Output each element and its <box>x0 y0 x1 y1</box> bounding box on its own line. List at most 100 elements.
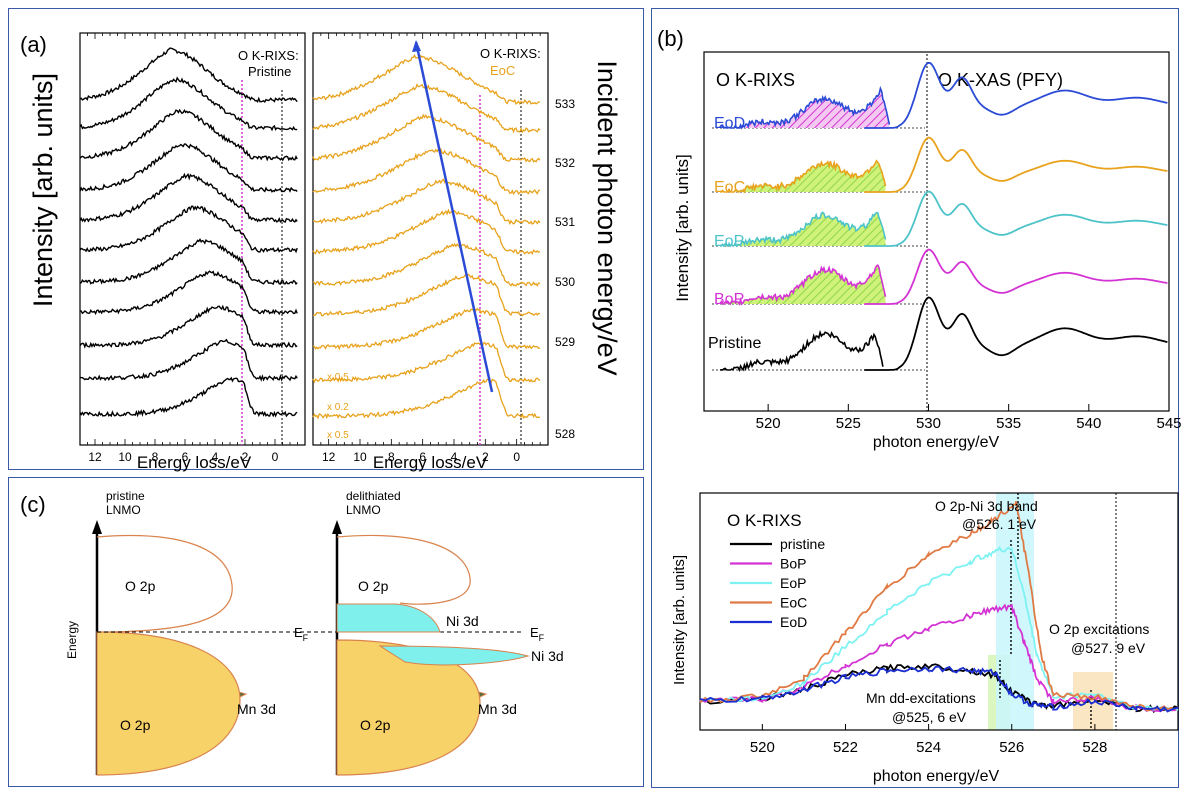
x-tick-label: 520 <box>750 739 775 756</box>
pristine-rixs-curve <box>79 338 298 382</box>
panel-b-frame <box>651 8 1179 788</box>
eoc-title-line1: O K-RIXS: <box>480 46 541 61</box>
legend-label: BoP <box>780 556 806 572</box>
x-tick-label: 520 <box>756 415 781 432</box>
x-tick-label: 6 <box>182 450 189 464</box>
ni3d-empty-band <box>336 603 441 633</box>
difference-fill <box>720 88 890 128</box>
scale-note-3: x 0.5 <box>327 430 349 441</box>
dispersion-arrowhead <box>412 40 421 52</box>
x-tick-label: 0 <box>513 450 520 464</box>
exc-annot-line1: O 2p excitations <box>1049 621 1149 637</box>
rixs-curve-eoc <box>719 159 887 194</box>
xas-curve-bop <box>864 248 1168 305</box>
band-annot-line2: @526. 1 eV <box>962 516 1037 532</box>
x-tick-label: 4 <box>451 450 458 464</box>
panel-a: (a) Intensity [arb. units] Incident phot… <box>20 32 622 472</box>
eoc-rixs-curve <box>312 273 540 317</box>
panel-c-label: (c) <box>20 492 46 517</box>
eoc-rixs-curve <box>312 341 541 384</box>
eoc-xlabel: Energy loss/eV <box>373 453 488 472</box>
pristine-rixs-curve <box>79 205 298 254</box>
panel-b: (b) Intensity [arb. units] O K-RIXS O K-… <box>657 26 1182 451</box>
pristine-xtick-labels: 12 10 8 6 4 2 0 <box>88 450 278 464</box>
panel-a-right-axis-label: Incident photon energy/eV <box>592 60 622 375</box>
rixs-lower-legend: pristine BoP EoP EoC EoD <box>730 536 825 630</box>
panel-b-lower: Intensity [arb. units] O K-RIXS pristine… <box>671 492 1179 785</box>
pristine-rixs-curve <box>79 270 298 316</box>
incident-energy-528: 528 <box>555 427 575 441</box>
difference-fill <box>720 212 886 246</box>
xas-xlabel: photon energy/eV <box>873 434 1000 451</box>
state-label-eoc: EoC <box>714 179 745 196</box>
eoc-rixs-curve <box>312 53 540 106</box>
mn3d-label-right: Mn 3d <box>478 701 517 717</box>
ni3d-empty-label: Ni 3d <box>446 613 479 629</box>
pristine-rixs-curve <box>79 304 298 349</box>
xas-curve-eod <box>864 61 1168 129</box>
band-annot-line1: O 2p-Ni 3d band <box>935 498 1038 514</box>
x-tick-label: 8 <box>152 450 159 464</box>
rixs-lower-curves <box>699 500 1179 714</box>
state-label-eop: EoP <box>714 233 744 250</box>
xas-curve-eoc <box>864 136 1168 193</box>
scale-note-2: x 0.2 <box>327 402 349 413</box>
eoc-rixs-curve <box>312 378 540 420</box>
incident-energy-530: 530 <box>555 275 575 289</box>
eoc-rixs-curve <box>312 178 541 226</box>
pristine-title-line1: O K-RIXS: <box>238 48 299 63</box>
rixs-series-eod <box>699 665 1179 713</box>
panel-b-ylabel: Intensity [arb. units] <box>673 154 692 301</box>
dispersion-line <box>414 41 494 393</box>
incident-energy-533: 533 <box>555 97 575 111</box>
panel-b-label: (b) <box>657 26 684 51</box>
xas-curve-pristine <box>864 296 1168 371</box>
pristine-rixs-curve <box>79 76 298 132</box>
eoc-rixs-curve <box>312 113 541 163</box>
state-label-bop: BoP <box>714 291 744 308</box>
x-tick-label: 540 <box>1076 415 1101 432</box>
rixs-lower-frame <box>699 492 1179 731</box>
mn3d-label-left: Mn 3d <box>237 701 276 717</box>
o2p-empty-label-left: O 2p <box>125 578 156 594</box>
pristine-rixs-curve <box>79 172 298 224</box>
pristine-rixs-curves <box>79 47 298 418</box>
rixs-lower-ylabel: Intensity [arb. units] <box>671 555 688 685</box>
x-tick-label: 528 <box>1082 739 1107 756</box>
fermi-label-right: EF <box>530 625 545 643</box>
legend-label: EoC <box>780 595 807 611</box>
exc-annot-line2: @527. 9 eV <box>1071 640 1146 656</box>
panel-a-ylabel: Intensity [arb. units] <box>28 73 58 307</box>
x-tick-label: 524 <box>916 739 941 756</box>
eoc-rixs-curve <box>312 307 540 351</box>
x-tick-label: 2 <box>482 450 489 464</box>
x-tick-label: 12 <box>88 450 102 464</box>
pristine-lnmo-line1: pristine <box>106 489 145 503</box>
pristine-rixs-curve <box>79 47 298 104</box>
ni3d-filled-label: Ni 3d <box>531 648 564 664</box>
incident-energy-531: 531 <box>555 215 575 229</box>
state-label-eod: EoD <box>714 115 745 132</box>
state-label-pristine: Pristine <box>708 335 761 352</box>
rixs-series-eop <box>699 545 1179 711</box>
eoc-rixs-curve <box>312 147 540 196</box>
o2p-empty-band-right <box>336 534 471 605</box>
rixs-series-pristine <box>699 663 1179 714</box>
fermi-label-left: EF <box>294 625 309 643</box>
ni3d-filled-band <box>378 645 530 666</box>
xas-xtick-labels: 520 525 530 535 540 545 <box>756 404 1182 432</box>
x-tick-label: 10 <box>353 450 367 464</box>
incident-energy-532: 532 <box>555 156 575 170</box>
xas-curve-eop <box>864 190 1168 247</box>
x-tick-label: 535 <box>996 415 1021 432</box>
panel-a-label: (a) <box>20 32 47 57</box>
panel-c-frame <box>8 477 644 787</box>
eoc-title-line2: EoC <box>490 63 515 78</box>
dd-annot-line2: @525, 6 eV <box>892 709 967 725</box>
x-tick-label: 6 <box>419 450 426 464</box>
pristine-lnmo-line2: LNMO <box>106 503 141 517</box>
rixs-curve-eod <box>719 85 891 130</box>
eoc-xtick-labels: 12 10 8 6 4 2 0 <box>322 450 520 464</box>
pristine-title-line2: Pristine <box>248 64 291 79</box>
